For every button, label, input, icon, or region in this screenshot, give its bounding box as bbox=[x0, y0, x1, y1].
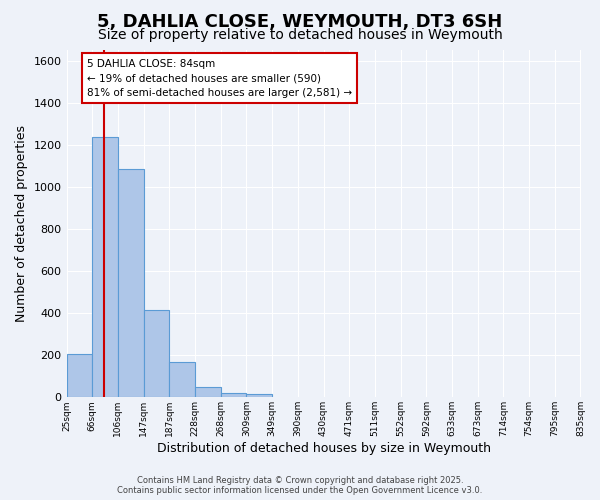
Bar bbox=[118, 169, 143, 398]
Bar bbox=[169, 362, 195, 398]
Bar bbox=[195, 387, 221, 398]
Text: Size of property relative to detached houses in Weymouth: Size of property relative to detached ho… bbox=[98, 28, 502, 42]
Bar bbox=[92, 138, 118, 398]
Bar bbox=[143, 310, 169, 398]
Bar bbox=[247, 394, 272, 398]
Y-axis label: Number of detached properties: Number of detached properties bbox=[15, 125, 28, 322]
X-axis label: Distribution of detached houses by size in Weymouth: Distribution of detached houses by size … bbox=[157, 442, 491, 455]
Text: 5, DAHLIA CLOSE, WEYMOUTH, DT3 6SH: 5, DAHLIA CLOSE, WEYMOUTH, DT3 6SH bbox=[97, 12, 503, 30]
Text: 5 DAHLIA CLOSE: 84sqm
← 19% of detached houses are smaller (590)
81% of semi-det: 5 DAHLIA CLOSE: 84sqm ← 19% of detached … bbox=[87, 58, 352, 98]
Bar bbox=[67, 354, 92, 398]
Text: Contains HM Land Registry data © Crown copyright and database right 2025.
Contai: Contains HM Land Registry data © Crown c… bbox=[118, 476, 482, 495]
Bar bbox=[221, 392, 247, 398]
